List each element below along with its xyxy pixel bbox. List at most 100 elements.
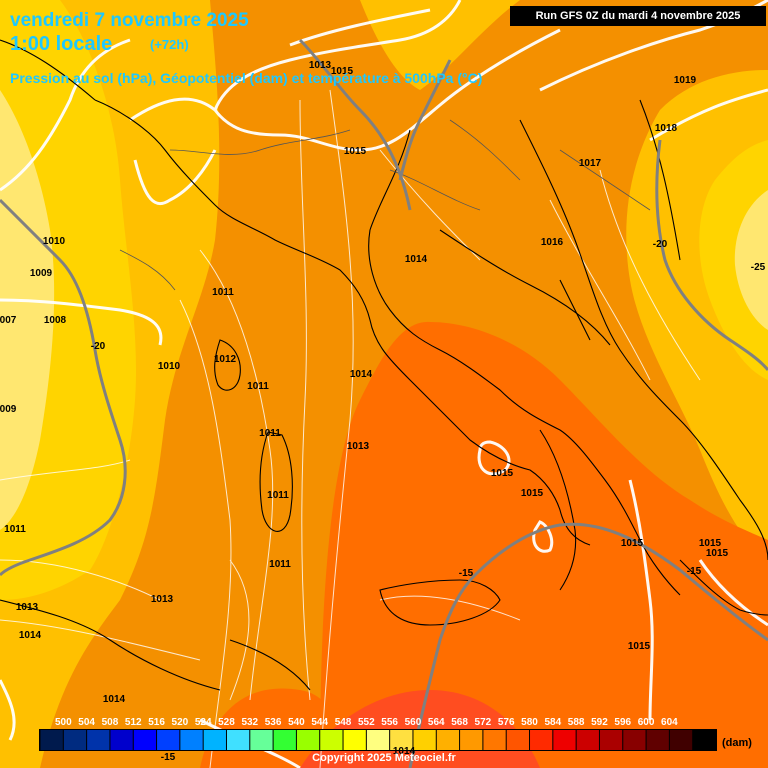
legend-tick-label: 548 (335, 717, 352, 728)
legend-swatch (623, 730, 646, 750)
coastlines (0, 39, 768, 691)
band-552-west (0, 90, 55, 530)
legend-tick-label: 580 (521, 717, 538, 728)
legend-tick-label: 576 (498, 717, 515, 728)
legend-tick-label: 564 (428, 717, 445, 728)
legend-tick-label: 504 (78, 717, 95, 728)
pressure-label: 1016 (541, 237, 564, 248)
legend-swatch (366, 730, 390, 750)
legend-swatch (483, 730, 506, 750)
pressure-label: 1014 (405, 254, 428, 265)
legend-tick-label: 596 (614, 717, 631, 728)
temperature-contours (0, 38, 768, 768)
legend-tick-label: 540 (288, 717, 305, 728)
legend-tick-label: 556 (381, 717, 398, 728)
legend-swatch (250, 730, 273, 750)
legend-swatch (203, 730, 226, 750)
legend-swatch (273, 730, 296, 750)
legend-tick-label: 524 (195, 717, 212, 728)
pressure-label: 1011 (247, 381, 269, 392)
band-572 (320, 321, 768, 768)
legend-color-bar (39, 729, 717, 751)
pressure-label: 1009 (30, 268, 53, 279)
legend-tick-label: 600 (638, 717, 655, 728)
legend-ticks: 500 504 508 512 516 520 524 528 532 536 540 544 548 5… (55, 717, 678, 728)
legend-tick-label: 544 (311, 717, 328, 728)
temperature-label: -20 (653, 239, 668, 250)
legend-swatch (343, 730, 366, 750)
pressure-label: 1014 (103, 694, 126, 705)
legend-tick-label: 588 (568, 717, 585, 728)
temperature-label: -25 (751, 262, 766, 273)
pressure-label: 1012 (214, 354, 237, 365)
map-title: vendredi 7 novembre 2025 (10, 10, 249, 31)
pressure-label: 1011 (4, 524, 26, 535)
legend-swatch (599, 730, 623, 750)
pressure-label: 1010 (158, 361, 181, 372)
legend-swatch (669, 730, 693, 750)
pressure-label: 1018 (655, 123, 678, 134)
legend-swatch (436, 730, 460, 750)
isobar-contours (0, 89, 701, 768)
pressure-labels: 1013101510151019101810171016101410101009… (0, 60, 729, 757)
pressure-label: 1011 (259, 428, 281, 439)
pressure-label: 1015 (491, 468, 514, 479)
legend-tick-label: 572 (475, 717, 492, 728)
legend-swatch (553, 730, 576, 750)
pressure-label: 1013 (16, 602, 39, 613)
temperature-label: -15 (687, 566, 702, 577)
legend-swatch (87, 730, 110, 750)
pressure-label: 1015 (706, 548, 729, 559)
pressure-label: 007 (0, 315, 17, 326)
legend-swatch (530, 730, 553, 750)
band-560-nw (360, 0, 520, 90)
pressure-label: 1015 (331, 66, 354, 77)
legend-tick-label: 512 (125, 717, 142, 728)
pressure-label: 1015 (628, 641, 651, 652)
legend-tick-label: 520 (172, 717, 189, 728)
local-time: 1:00 locale (10, 33, 113, 55)
temperature-labels: -20 -20 -25 -15 -15 -15 (91, 239, 766, 763)
legend-swatch (506, 730, 530, 750)
temperature-label: -15 (459, 568, 474, 579)
pressure-label: 1015 (621, 538, 644, 549)
legend-swatch (320, 730, 343, 750)
pressure-label: 1014 (19, 630, 42, 641)
pressure-label: 1011 (212, 287, 234, 298)
pressure-label: 1011 (269, 559, 291, 570)
legend-tick-label: 552 (358, 717, 375, 728)
legend-swatch (226, 730, 250, 750)
legend-swatch (63, 730, 87, 750)
legend-swatch (157, 730, 180, 750)
legend-tick-label: 536 (265, 717, 282, 728)
pressure-label: 1011 (267, 490, 289, 501)
legend-tick-label: 532 (241, 717, 258, 728)
temperature-label: -20 (91, 341, 106, 352)
legend-swatch (460, 730, 483, 750)
legend-tick-label: 500 (55, 717, 72, 728)
legend-swatch (576, 730, 599, 750)
pressure-label: 1013 (151, 594, 174, 605)
legend-tick-label: 592 (591, 717, 608, 728)
pressure-label: 1008 (44, 315, 67, 326)
pressure-label: 1010 (43, 236, 66, 247)
forecast-offset: (+72h) (150, 37, 189, 52)
pressure-label: 1013 (347, 441, 370, 452)
map-subtitle: Pression au sol (hPa), Géopotentiel (dam… (10, 70, 483, 86)
copyright: Copyright 2025 Meteociel.fr (312, 752, 456, 764)
legend-swatch (646, 730, 669, 750)
pressure-label: 1015 (344, 146, 367, 157)
pressure-label: 1015 (699, 538, 722, 549)
legend-tick-label: 604 (661, 717, 678, 728)
pressure-label: 1017 (579, 158, 602, 169)
legend-tick-label: 584 (544, 717, 561, 728)
legend-swatch (180, 730, 203, 750)
temperature-label: -15 (161, 752, 176, 763)
legend-tick-label: 560 (405, 717, 422, 728)
band-552-east (734, 190, 768, 330)
legend-tick-label: 568 (451, 717, 468, 728)
legend-swatch (133, 730, 157, 750)
